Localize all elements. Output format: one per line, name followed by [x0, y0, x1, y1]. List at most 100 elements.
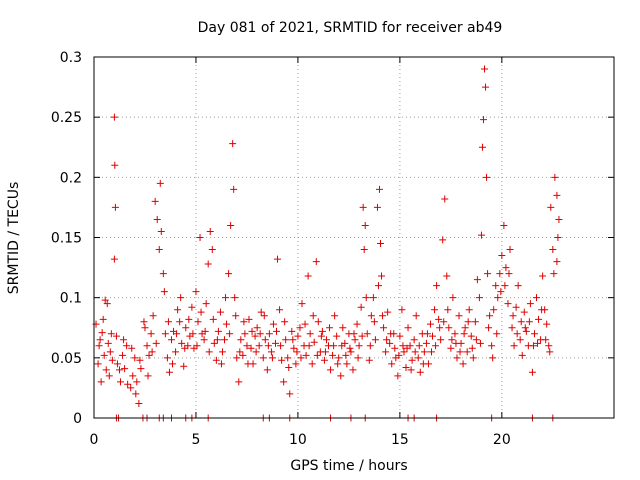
data-point — [338, 342, 346, 350]
data-point — [440, 318, 448, 326]
data-point — [143, 342, 151, 350]
data-point — [534, 339, 542, 347]
data-point — [257, 308, 265, 316]
data-point — [308, 360, 316, 368]
data-point — [268, 354, 276, 362]
data-point — [550, 270, 558, 278]
data-point — [111, 161, 119, 169]
data-point — [235, 378, 243, 386]
data-point — [111, 203, 119, 211]
data-point — [271, 339, 279, 347]
data-point — [365, 356, 373, 364]
data-point — [196, 234, 204, 241]
data-point — [174, 306, 182, 314]
data-point — [371, 336, 379, 344]
data-point — [305, 342, 313, 350]
data-point — [403, 344, 411, 352]
data-point — [449, 294, 457, 302]
data-point — [387, 330, 395, 338]
data-point — [433, 282, 441, 290]
data-point — [355, 342, 363, 350]
data-point — [194, 318, 202, 326]
data-point — [377, 240, 385, 248]
data-point — [243, 342, 251, 350]
data-point — [159, 270, 167, 278]
data-point — [197, 308, 205, 316]
data-point — [343, 360, 351, 368]
plot-frame — [93, 56, 615, 419]
data-point — [152, 339, 160, 347]
data-point — [281, 318, 289, 326]
data-point — [232, 312, 240, 320]
data-point — [208, 246, 216, 254]
data-point — [263, 366, 271, 374]
data-point — [452, 339, 460, 347]
data-point — [542, 336, 550, 344]
data-point — [512, 303, 520, 311]
data-point — [314, 318, 322, 326]
data-point — [342, 351, 350, 359]
data-point — [320, 356, 328, 364]
data-point — [467, 332, 475, 340]
data-point — [217, 360, 225, 368]
data-point — [363, 330, 371, 338]
data-point — [394, 372, 402, 380]
data-point — [204, 260, 212, 268]
data-point — [169, 360, 177, 368]
data-point — [334, 360, 342, 368]
data-point — [436, 324, 444, 332]
data-point — [510, 342, 518, 350]
data-point — [478, 143, 486, 151]
data-point — [453, 354, 461, 362]
data-point — [518, 351, 526, 359]
data-point — [140, 318, 148, 326]
data-point — [426, 320, 434, 328]
data-point — [231, 294, 239, 302]
data-point — [112, 332, 120, 340]
data-point — [528, 368, 536, 376]
data-point — [517, 318, 525, 326]
data-point — [103, 300, 111, 308]
data-point — [367, 312, 375, 320]
data-point — [476, 339, 484, 347]
data-point — [538, 306, 546, 314]
data-point — [151, 197, 159, 205]
data-point — [366, 342, 374, 350]
data-point — [141, 324, 149, 332]
data-point — [553, 258, 561, 266]
data-point — [437, 336, 445, 344]
data-point — [444, 306, 452, 314]
data-point — [309, 312, 317, 320]
data-point — [278, 356, 286, 364]
data-point — [351, 336, 359, 344]
data-point — [245, 315, 253, 323]
data-point — [482, 83, 490, 91]
data-point — [477, 231, 485, 239]
data-point — [209, 315, 217, 323]
data-point — [121, 365, 129, 373]
data-point — [502, 264, 510, 272]
data-point — [132, 390, 140, 398]
data-point — [375, 185, 383, 193]
data-point — [244, 360, 252, 368]
data-point — [273, 327, 281, 335]
data-point — [408, 356, 416, 364]
data-point — [386, 339, 394, 347]
data-point — [554, 234, 562, 241]
data-point — [276, 306, 284, 314]
data-point — [545, 342, 553, 350]
data-point — [113, 360, 121, 368]
data-point — [431, 306, 439, 314]
data-point — [347, 348, 355, 356]
data-point — [414, 354, 422, 362]
data-point — [189, 330, 197, 338]
data-point — [461, 324, 469, 332]
data-point — [269, 320, 277, 328]
data-point — [321, 348, 329, 356]
data-point — [181, 344, 189, 352]
y-tick-label: 0.1 — [60, 291, 82, 307]
data-point — [374, 282, 382, 290]
data-point — [500, 221, 508, 229]
data-point — [326, 324, 334, 332]
